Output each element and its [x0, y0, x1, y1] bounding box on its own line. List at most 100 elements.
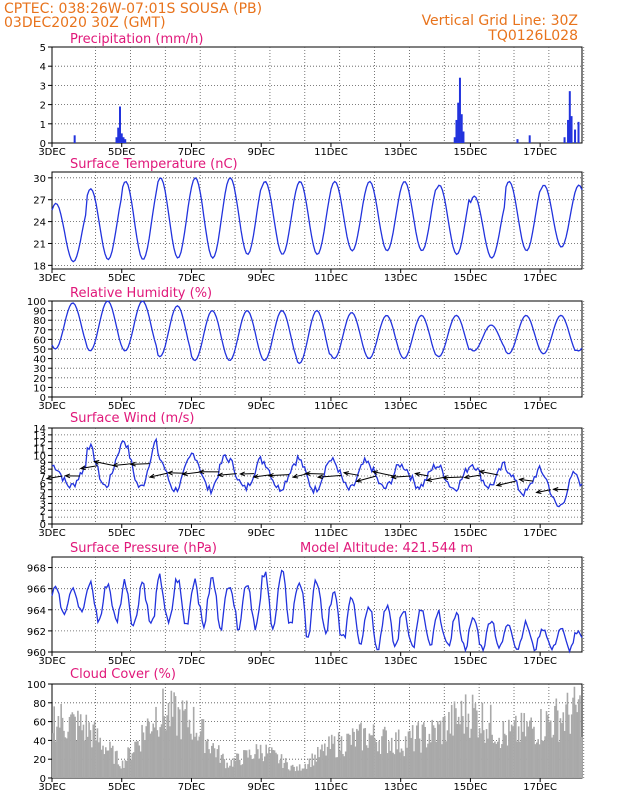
cloud-bar [298, 764, 301, 778]
cloud-bar [86, 736, 89, 778]
series-line [51, 569, 583, 654]
cloud-bar [201, 719, 203, 778]
x-tick-label: 5DEC [108, 656, 135, 667]
cloud-bar [164, 730, 167, 778]
header-line2: 03DEC2020 30Z (GMT) [4, 15, 166, 31]
precip-bar [574, 129, 577, 143]
cloud-bar [568, 714, 570, 778]
cloud-bar [206, 738, 209, 778]
precip-bar [516, 139, 519, 143]
cloud-bar [254, 754, 256, 778]
x-tick-label: 9DEC [248, 528, 275, 539]
cloud-bar [258, 758, 261, 778]
series-line [51, 176, 583, 263]
cloud-bar [545, 711, 548, 778]
wind-arrow-head [390, 474, 397, 480]
precip-bar [567, 119, 570, 143]
cloud-bar [477, 737, 479, 778]
cloud-bar [370, 735, 372, 778]
cloud-bar [223, 759, 226, 778]
x-tick-label: 15DEC [454, 782, 488, 793]
cloud-bar [417, 722, 420, 778]
cloud-bar [420, 752, 422, 778]
cloud-bar [174, 696, 177, 778]
wind-arrow-head [441, 475, 449, 480]
cloud-bar [213, 748, 216, 778]
cloud-bar [277, 763, 280, 778]
cloud-bar [282, 767, 284, 778]
cloud-bar [482, 730, 485, 778]
precip-bar [458, 77, 461, 143]
wind-arrow [464, 474, 481, 479]
wind-arrow-head [371, 470, 378, 475]
cloud-bar [425, 747, 428, 778]
precip-bar [73, 135, 76, 143]
cloud-bar [404, 736, 407, 778]
wind-arrow [519, 478, 534, 482]
cloud-bar [141, 724, 143, 778]
cloud-bar [70, 714, 72, 778]
cloud-bar [351, 728, 354, 778]
cloud-bar [558, 741, 560, 778]
x-tick-label: 13DEC [384, 656, 418, 667]
cloud-bar [321, 744, 323, 778]
cloud-bar [344, 751, 347, 778]
cloud-bar [117, 764, 120, 778]
cloud-bar [134, 741, 136, 778]
cloud-bar [434, 727, 436, 778]
x-tick-label: 11DEC [314, 528, 348, 539]
cloud-bar [109, 741, 111, 778]
x-tick-label: 7DEC [178, 401, 205, 412]
cloud-bar [142, 732, 145, 778]
x-tick-label: 7DEC [178, 656, 205, 667]
x-tick-label: 13DEC [384, 273, 418, 284]
cloud-bar [541, 740, 544, 778]
y-tick-label: 1 [40, 513, 46, 524]
wind-arrow [536, 489, 551, 494]
cloud-bar [367, 747, 369, 778]
cloud-bar [382, 729, 385, 778]
cloud-bar [342, 753, 344, 778]
cloud-bar [311, 753, 314, 778]
cloud-bar [266, 753, 269, 778]
cloud-bar [56, 726, 58, 778]
wind-arrow [46, 475, 63, 480]
cloud-bar [220, 754, 223, 778]
cloud-bar [343, 756, 346, 778]
cloud-bar [336, 757, 339, 778]
cloud-bar [52, 733, 54, 778]
cloud-bar [328, 736, 330, 778]
cloud-bar [330, 734, 333, 778]
cloud-bar [187, 727, 189, 778]
y-tick-label: 6 [40, 479, 46, 490]
cloud-bar [435, 741, 438, 778]
wind-arrow-head [342, 471, 350, 476]
cloud-bar [102, 745, 104, 778]
cloud-bar [403, 756, 406, 778]
cloud-bar [456, 723, 459, 778]
cloud-bar [264, 756, 266, 778]
cloud-bar [533, 726, 535, 778]
wind-arrow-head [64, 473, 71, 479]
wind-arrow [131, 463, 150, 465]
cloud-bar [522, 731, 524, 778]
cloud-bar [197, 740, 199, 778]
cloud-bar [300, 770, 302, 778]
cloud-bar [573, 686, 576, 778]
y-tick-label: 3 [40, 81, 46, 92]
cloud-bar [79, 714, 82, 778]
cloud-bar [358, 724, 361, 778]
wind-arrow-head [304, 471, 311, 476]
cloud-bar [128, 748, 131, 778]
cloud-bar [71, 712, 74, 778]
cloud-bar [515, 715, 517, 778]
cloud-bar [318, 757, 320, 778]
x-tick-label: 17DEC [523, 273, 557, 284]
cloud-bar [363, 728, 365, 778]
cloud-bar [107, 750, 110, 778]
cloud-bar [393, 754, 396, 778]
cloud-bar [356, 728, 358, 778]
cloud-bar [92, 724, 95, 778]
cloud-bar [466, 727, 468, 778]
wind-arrow-head [535, 489, 542, 494]
